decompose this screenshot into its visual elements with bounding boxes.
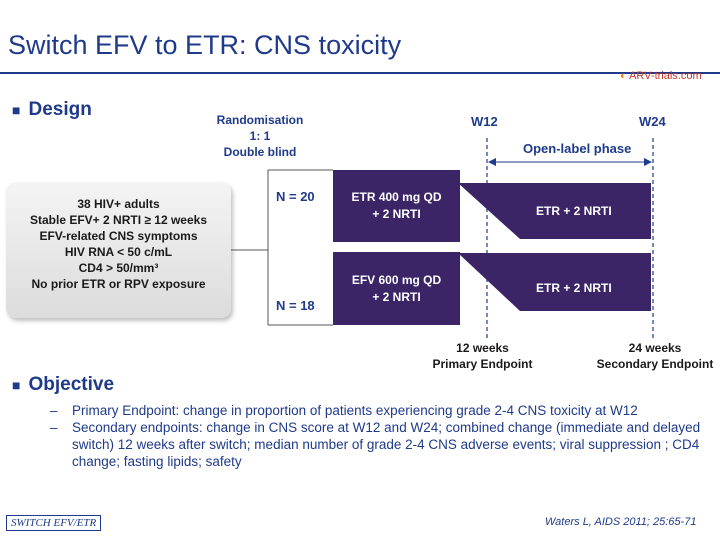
arm-1-open-label-shape [458,183,651,239]
arv-trials-logo: ◐ ARV-trials.com [620,70,702,82]
objective-list: – Primary Endpoint: change in proportion… [50,402,710,470]
arm-1-open-label-text: ETR + 2 NRTI [536,204,612,218]
logo-mark-icon: ◐ [620,70,630,82]
arm-2-treatment-line-2: + 2 NRTI [372,289,421,304]
criteria-line: EFV-related CNS symptoms [39,229,198,243]
objective-heading: ■ Objective [12,374,114,396]
open-label-phase-label: Open-label phase [523,141,632,156]
objective-heading-label: Objective [28,374,115,395]
title-divider [0,72,720,74]
study-tag: SWITCH EFV/ETR [6,515,102,531]
design-heading-label: Design [28,99,92,120]
week-12-label: W12 [471,114,498,129]
criteria-line: No prior ETR or RPV exposure [31,277,206,291]
randomisation-line-1: Randomisation [216,113,304,127]
primary-endpoint-label: 12 weeks Primary Endpoint [425,340,540,372]
square-bullet-icon: ■ [12,102,21,118]
logo-text: ARV-trials.com [629,70,702,82]
list-item: – Secondary endpoints: change in CNS sco… [50,419,710,470]
criteria-line: HIV RNA < 50 c/mL [64,245,173,259]
week-24-label: W24 [639,114,666,129]
primary-endpoint-line-2: Primary Endpoint [432,357,533,371]
objective-text: Primary Endpoint: change in proportion o… [72,403,638,418]
design-heading: ■ Design [12,99,92,121]
eligibility-criteria-box: 38 HIV+ adults Stable EFV+ 2 NRTI ≥ 12 w… [6,182,231,318]
square-bullet-icon: ■ [12,377,21,393]
citation: Waters L, AIDS 2011; 25:65-71 [545,516,697,528]
secondary-endpoint-label: 24 weeks Secondary Endpoint [594,340,716,372]
arm-2-treatment-box: EFV 600 mg QD + 2 NRTI [333,252,460,325]
secondary-endpoint-line-2: Secondary Endpoint [596,357,714,371]
arm-1-treatment-box: ETR 400 mg QD + 2 NRTI [333,170,460,242]
arm-1-treatment-line-1: ETR 400 mg QD [351,190,442,204]
arm-2-open-label-text: ETR + 2 NRTI [536,281,612,295]
criteria-line: CD4 > 50/mm³ [78,261,159,275]
arm-1-treatment-line-2: + 2 NRTI [372,207,421,221]
dash-bullet-icon: – [50,403,58,418]
list-item: – Primary Endpoint: change in proportion… [50,402,710,419]
criteria-line: Stable EFV+ 2 NRTI ≥ 12 weeks [30,213,207,227]
arm-2-open-label-shape [458,253,651,311]
randomisation-label: Randomisation 1: 1 Double blind [205,112,315,160]
randomisation-line-3: Double blind [223,145,297,159]
arm-1-n-label: N = 20 [276,189,315,204]
dash-bullet-icon: – [50,420,58,435]
criteria-line: 38 HIV+ adults [77,197,160,211]
page-title: Switch EFV to ETR: CNS toxicity [8,30,402,60]
arm-2-treatment-line-1: EFV 600 mg QD [351,272,442,287]
randomisation-line-2: 1: 1 [249,129,271,143]
secondary-endpoint-line-1: 24 weeks [628,341,682,355]
objective-text: Secondary endpoints: change in CNS score… [72,420,701,469]
arm-2-n-label: N = 18 [276,298,315,313]
primary-endpoint-line-1: 12 weeks [456,341,509,355]
